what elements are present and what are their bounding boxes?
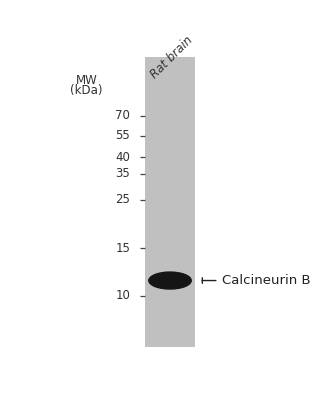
Text: (kDa): (kDa): [70, 84, 103, 97]
Text: 10: 10: [115, 290, 130, 302]
Text: 15: 15: [115, 242, 130, 255]
Text: Calcineurin B: Calcineurin B: [223, 274, 311, 287]
Text: 70: 70: [115, 109, 130, 122]
Text: 25: 25: [115, 193, 130, 206]
Ellipse shape: [149, 272, 191, 289]
Text: MW: MW: [76, 74, 97, 87]
Text: 40: 40: [115, 151, 130, 164]
Text: 35: 35: [115, 167, 130, 180]
Text: Rat brain: Rat brain: [148, 34, 196, 81]
Bar: [145, 57, 195, 347]
Text: 55: 55: [115, 129, 130, 142]
